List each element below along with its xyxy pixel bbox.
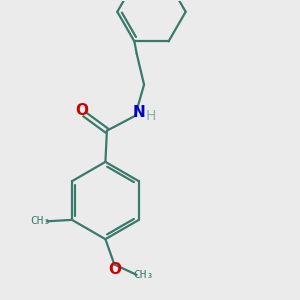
Text: O: O xyxy=(76,103,89,118)
Text: O: O xyxy=(108,262,121,277)
Text: H: H xyxy=(146,109,156,123)
Text: N: N xyxy=(132,105,145,120)
Text: CH₃: CH₃ xyxy=(30,216,50,226)
Text: CH₃: CH₃ xyxy=(133,270,153,280)
